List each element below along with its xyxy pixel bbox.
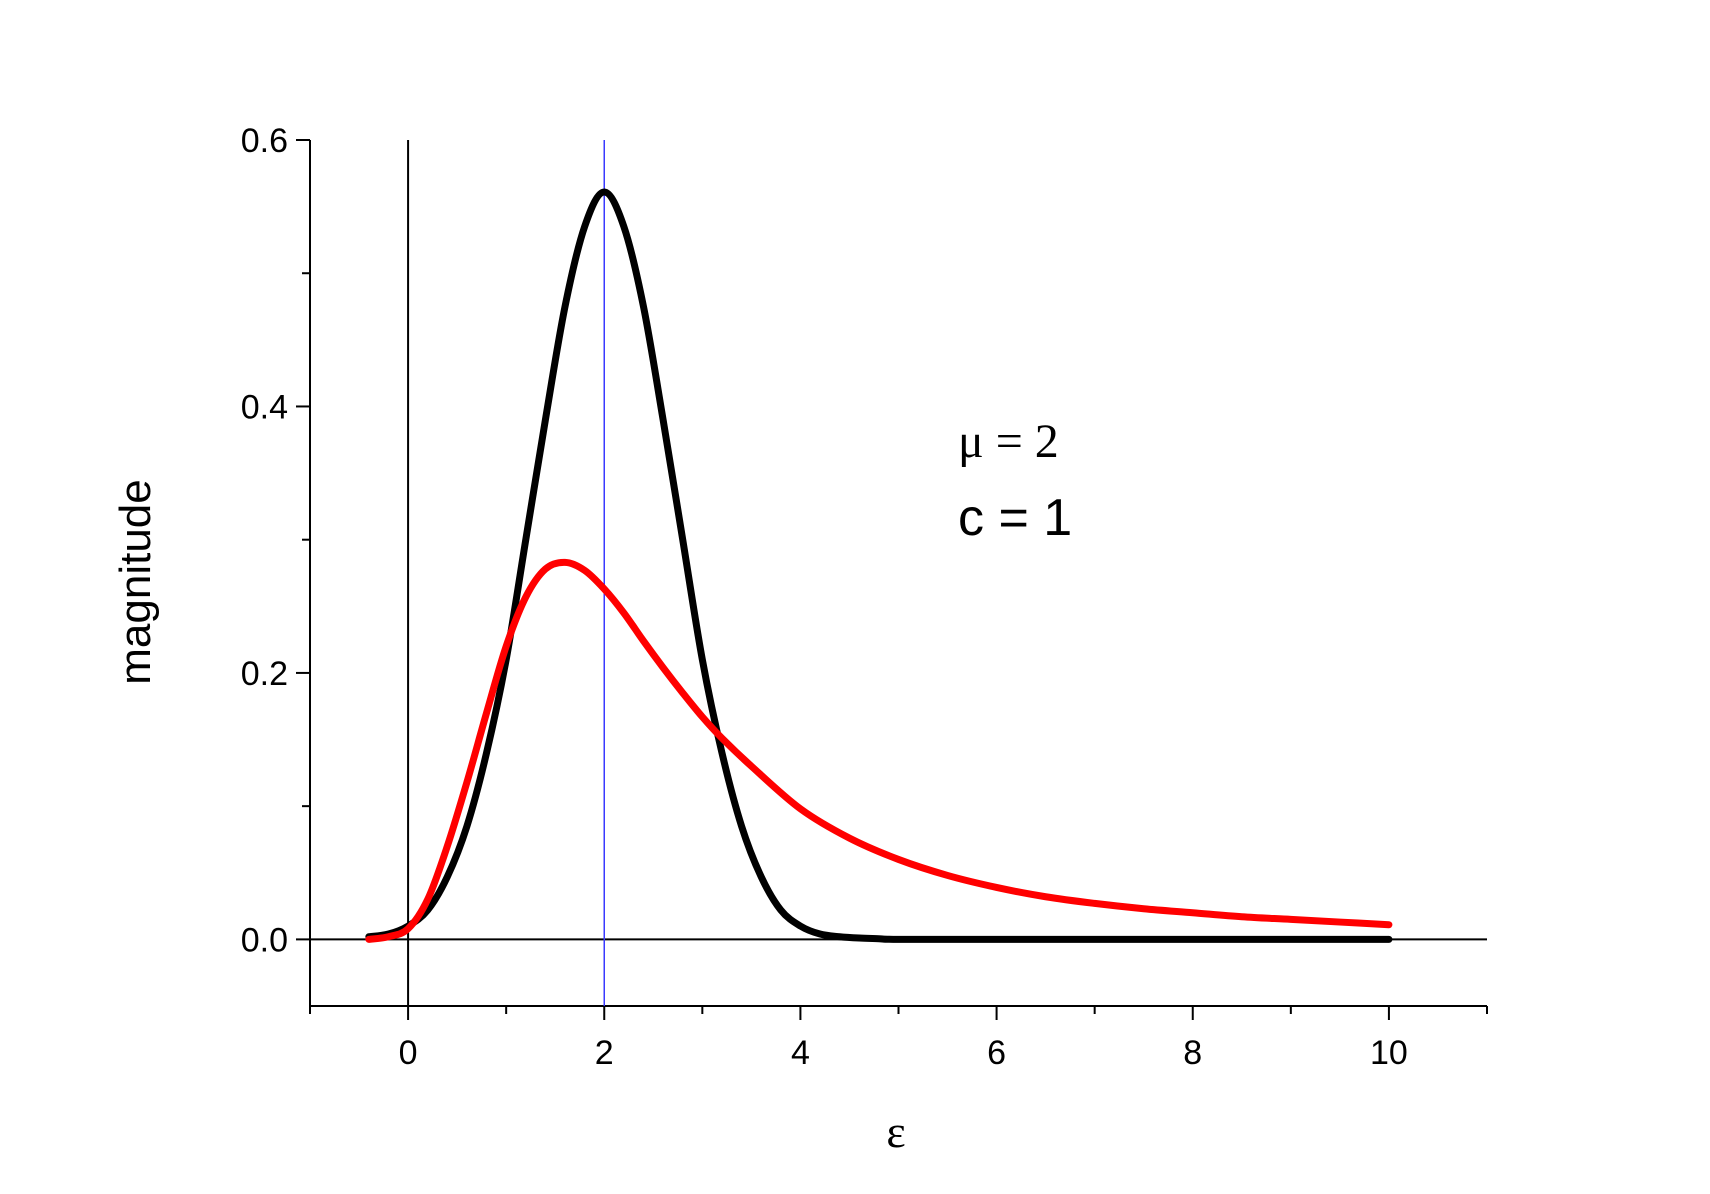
annotation-mu: μ = 2	[958, 415, 1059, 468]
annotation-c: c = 1	[958, 489, 1072, 547]
x-tick-label: 10	[1370, 1034, 1408, 1072]
x-tick-label: 8	[1183, 1034, 1202, 1072]
x-tick-label: 4	[791, 1034, 810, 1072]
y-axis-label: magnitude	[111, 479, 160, 684]
series-line-black	[365, 188, 1393, 943]
y-tick-label: 0.2	[241, 655, 288, 693]
axes: 0.0 0.2 0.4 0.6 0 2 4 6 8 10	[241, 122, 1488, 1072]
y-tick-label: 0.6	[241, 122, 288, 160]
y-tick-label: 0.4	[241, 388, 288, 426]
reference-lines	[310, 140, 1487, 1006]
series-line-red	[365, 558, 1393, 943]
series-layer	[365, 188, 1393, 943]
x-tick-label: 6	[987, 1034, 1006, 1072]
labels: magnitude ε μ = 2 c = 1	[111, 415, 1072, 1157]
x-axis-label: ε	[886, 1106, 905, 1157]
x-tick-label: 0	[399, 1034, 418, 1072]
y-tick-label: 0.0	[241, 921, 288, 959]
x-tick-label: 2	[595, 1034, 614, 1072]
